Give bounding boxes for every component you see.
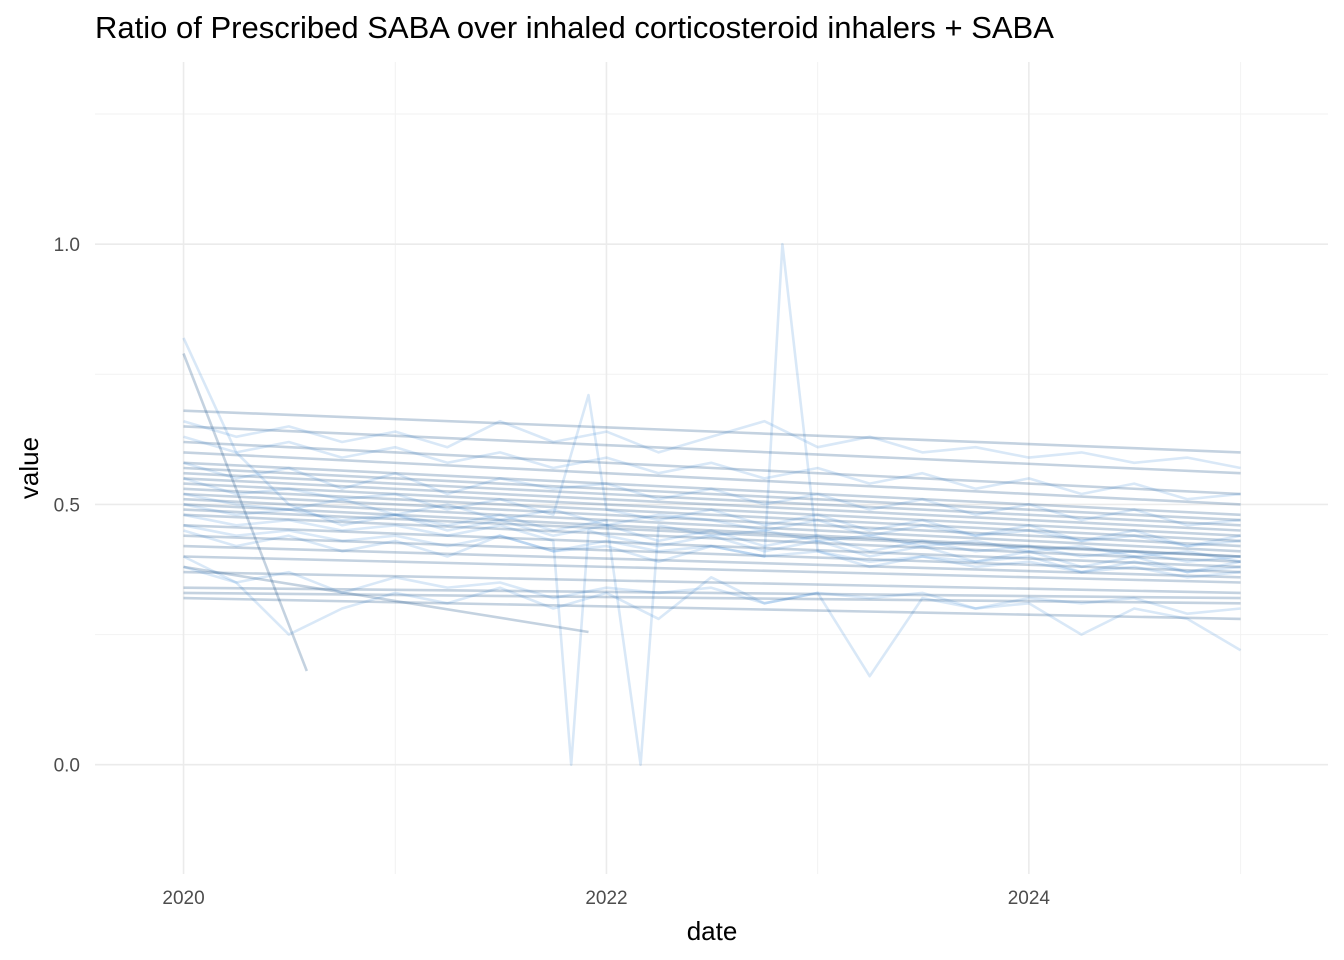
y-tick-label: 1.0 — [54, 235, 80, 256]
trend-line — [183, 555, 1241, 584]
series-line — [183, 492, 1241, 548]
trend-line — [183, 461, 1241, 517]
trend-line — [183, 451, 1241, 506]
series-layer — [182, 242, 1242, 767]
x-tick-label: 2024 — [1008, 888, 1051, 909]
x-axis-title: date — [687, 916, 738, 946]
series-line — [182, 555, 1242, 678]
trend-line — [183, 570, 1241, 595]
trend-line — [183, 503, 1241, 558]
axes: 0.0 0.5 1.0 2020 2022 2024 date value — [14, 235, 1050, 946]
y-axis-title: value — [14, 437, 44, 499]
trend-line — [183, 497, 1241, 553]
y-tick-label: 0.5 — [54, 495, 80, 516]
series-line — [182, 337, 1241, 564]
trend-line — [183, 471, 1241, 527]
trend-line — [182, 353, 309, 672]
x-tick-label: 2020 — [162, 888, 204, 909]
series-line — [183, 503, 1241, 767]
trend-line — [183, 586, 1241, 600]
trend-line — [183, 482, 1241, 537]
trend-line — [183, 524, 1241, 569]
trend-line — [183, 487, 1241, 543]
x-tick-label: 2022 — [585, 888, 627, 909]
trend-line — [183, 440, 1241, 496]
series-line — [183, 461, 1241, 527]
trend-line — [183, 477, 1241, 532]
trend-line — [183, 508, 1241, 558]
series-line — [183, 529, 1241, 574]
chart-title: Ratio of Prescribed SABA over inhaled co… — [95, 10, 1054, 45]
trend-line — [183, 513, 1241, 563]
grid-lines — [95, 62, 1328, 874]
series-line — [183, 419, 1241, 470]
series-line — [183, 513, 1241, 767]
series-line — [183, 435, 1241, 501]
series-line — [183, 393, 1241, 548]
x-tick-labels: 2020 2022 2024 — [162, 888, 1050, 909]
trend-line — [183, 544, 1241, 579]
trend-line — [183, 409, 1241, 454]
trend-line — [183, 466, 1241, 522]
y-tick-label: 0.0 — [54, 756, 80, 777]
y-tick-labels: 0.0 0.5 1.0 — [54, 235, 80, 777]
trend-line — [183, 596, 1241, 621]
trend-line — [183, 534, 1241, 574]
series-line — [183, 565, 1241, 616]
trend-line — [183, 591, 1241, 605]
trend-line — [183, 492, 1241, 548]
series-line — [183, 242, 1241, 579]
trend-line — [183, 565, 589, 634]
trend-line — [183, 425, 1241, 475]
